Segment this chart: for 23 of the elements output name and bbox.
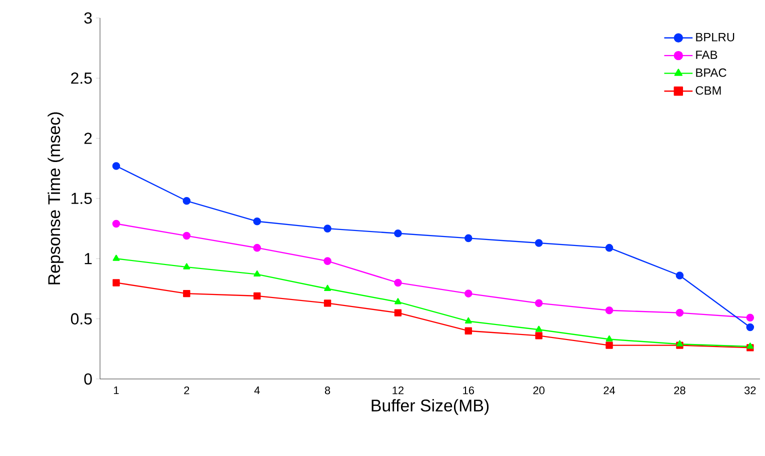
y-tick-label: 1.5 <box>72 192 92 204</box>
x-tick-label: 8 <box>324 386 330 394</box>
x-tick-label: 1 <box>114 386 119 394</box>
y-tick-label: 1 <box>84 253 92 264</box>
x-tick-label: 32 <box>744 386 756 394</box>
x-tick-label: 24 <box>604 386 616 394</box>
y-tick-label: 2.5 <box>71 72 92 84</box>
x-tick-label: 12 <box>392 386 404 394</box>
x-tick-label: 20 <box>533 386 544 394</box>
x-tick-label: 16 <box>463 386 474 394</box>
legend-label: FAB <box>696 50 718 59</box>
y-tick-label: 0.5 <box>70 313 92 324</box>
legend-label: BPAC <box>696 68 726 77</box>
legend-label: BPLRU <box>696 33 734 42</box>
x-axis-title: Buffer Size(MB) <box>372 399 489 415</box>
y-axis-title: Repsonse Time (msec) <box>48 112 64 284</box>
x-tick-label: 2 <box>184 386 190 394</box>
legend-label: CBM <box>696 86 721 95</box>
x-tick-label: 28 <box>674 386 686 394</box>
y-tick-label: 2 <box>84 132 92 144</box>
y-tick-label: 3 <box>84 12 92 24</box>
y-tick-label: 0 <box>84 373 92 385</box>
x-tick-label: 4 <box>254 386 260 394</box>
